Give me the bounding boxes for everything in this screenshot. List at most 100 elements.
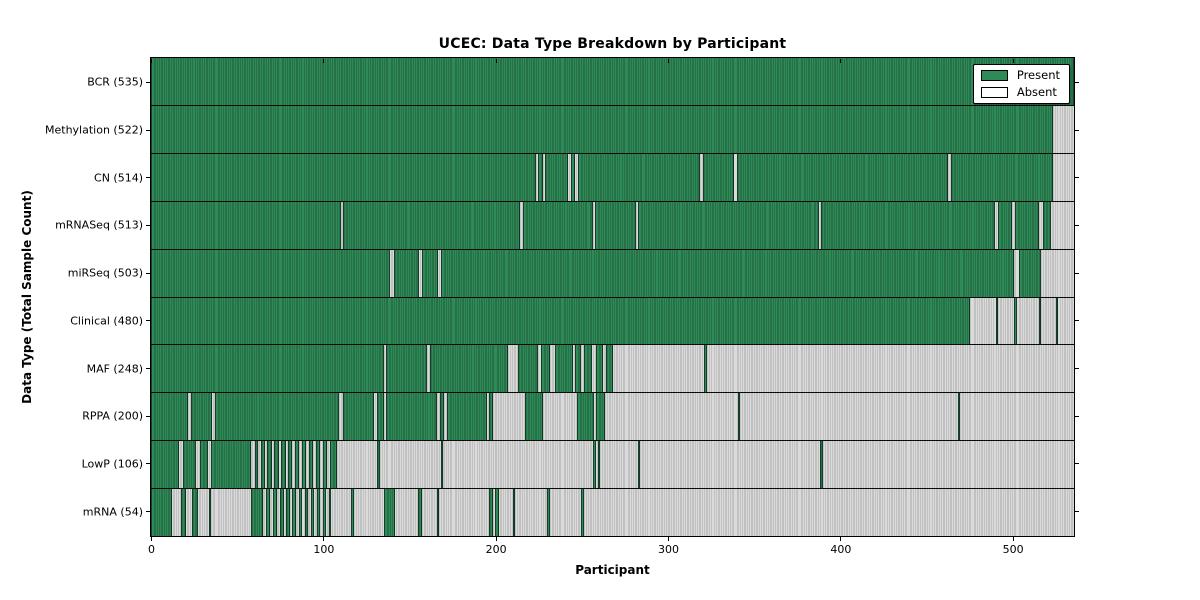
present-segment [151,153,536,201]
ytick-label-BCR: BCR (535) [87,75,143,89]
row-MAF [151,344,1074,393]
xtick-label-500: 500 [1002,543,1024,556]
present-segment [322,489,327,537]
present-segment [298,489,302,537]
plot-rows [151,58,1074,537]
row-CN [151,152,1074,201]
present-segment [181,489,186,537]
present-segment [304,489,308,537]
right-tick [1075,272,1079,274]
ytick-label-CN: CN (514) [94,171,143,185]
left-tick [146,511,150,513]
present-segment [308,441,314,489]
present-segment [995,297,999,345]
present-segment [545,153,569,201]
present-segment [821,201,995,249]
present-segment [260,441,265,489]
present-segment [343,201,521,249]
present-segment [575,345,582,393]
present-segment [386,345,428,393]
present-segment [820,441,823,489]
ytick-label-mRNASeq: mRNASeq (513) [55,218,143,232]
present-segment [191,489,198,537]
right-tick [1075,320,1079,322]
present-segment [446,393,487,441]
present-segment [1038,297,1042,345]
present-segment [386,393,438,441]
present-segment [377,393,384,441]
bottom-tick [495,537,497,541]
present-segment [950,153,1054,201]
present-segment [190,393,213,441]
xtick-label-400: 400 [830,543,852,556]
left-tick [146,81,150,83]
right-tick [1075,368,1079,370]
left-tick [146,320,150,322]
present-segment [200,441,208,489]
present-segment [577,393,594,441]
right-tick [1075,129,1079,131]
present-segment [1015,201,1040,249]
present-segment [595,201,636,249]
present-segment [489,393,494,441]
present-segment [151,393,189,441]
row-Clinical [151,296,1074,345]
present-segment [310,489,315,537]
legend-item-absent: Absent [980,86,1060,99]
present-segment [151,201,341,249]
present-segment [736,153,949,201]
top-tick [151,58,152,63]
present-segment [605,345,614,393]
present-segment [1042,201,1051,249]
present-segment [957,393,961,441]
present-segment [546,489,550,537]
present-segment [151,58,1074,105]
top-tick [323,58,325,63]
present-segment [577,153,701,201]
present-segment [1014,297,1018,345]
present-segment [343,393,375,441]
left-tick [146,224,150,226]
present-segment [638,201,819,249]
present-segment [265,489,271,537]
present-segment [703,345,707,393]
row-Methylation [151,104,1074,153]
present-segment [254,441,258,489]
present-segment [525,393,543,441]
present-segment [596,345,603,393]
left-tick [146,415,150,417]
row-miRSeq [151,248,1074,297]
bottom-tick [151,537,152,541]
ytick-label-miRSeq: miRSeq (503) [67,266,143,280]
bottom-tick [668,537,669,541]
present-segment [383,489,396,537]
present-segment [274,441,279,489]
present-segment [418,489,422,537]
row-RPPA [151,392,1074,441]
present-segment [286,489,290,537]
legend-present-swatch [980,70,1008,82]
present-segment [429,345,509,393]
xtick-label-0: 0 [148,543,155,556]
present-segment [151,105,1054,153]
present-segment [351,489,354,537]
right-tick [1075,463,1079,465]
present-segment [329,441,338,489]
present-segment [377,441,380,489]
legend-absent-swatch [980,86,1008,98]
right-tick [1075,415,1079,417]
ytick-label-RPPA: RPPA (200) [82,409,143,423]
present-segment [273,489,277,537]
present-segment [151,345,384,393]
present-segment [214,393,340,441]
present-segment [151,297,971,345]
chart-title: UCEC: Data Type Breakdown by Participant [438,36,787,52]
present-segment [328,489,332,537]
legend-item-present: Present [980,69,1060,82]
present-segment [571,153,576,201]
present-segment [584,345,592,393]
xtick-label-300: 300 [658,543,679,556]
left-tick [146,368,150,370]
row-LowP [151,440,1074,489]
